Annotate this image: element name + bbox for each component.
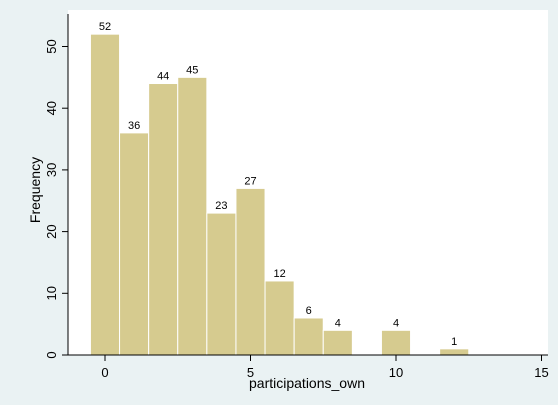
histogram-bar — [322, 329, 353, 356]
histogram-bar — [89, 33, 121, 356]
x-tick-label: 0 — [101, 365, 108, 380]
y-tick-label: 30 — [44, 163, 59, 177]
y-tick-label: 50 — [44, 39, 59, 53]
x-tick-label: 5 — [247, 365, 254, 380]
histogram-bar — [119, 132, 150, 356]
bars-group — [89, 33, 470, 356]
y-tick-label: 0 — [44, 351, 59, 358]
histogram-bar — [380, 329, 412, 356]
bar-value-label: 4 — [393, 317, 399, 329]
bar-value-label: 45 — [186, 64, 198, 76]
histogram-bar — [206, 212, 237, 356]
y-tick-label: 10 — [44, 286, 59, 300]
bar-value-label: 36 — [128, 120, 140, 132]
x-axis-label: participations_own — [249, 375, 365, 391]
histogram-bar — [439, 348, 470, 356]
histogram-bar — [148, 83, 179, 356]
bar-value-label: 23 — [215, 200, 227, 212]
bar-value-label: 52 — [99, 21, 111, 33]
x-tick-label: 10 — [389, 365, 403, 380]
histogram-bar — [177, 76, 208, 356]
bar-value-label: 4 — [335, 317, 341, 329]
histogram-bar — [293, 317, 324, 356]
x-tick-label: 15 — [534, 365, 548, 380]
histogram-bar — [264, 280, 295, 356]
y-axis-label: Frequency — [27, 157, 43, 223]
y-tick-label: 20 — [44, 224, 59, 238]
y-ticks-group: 0 10 20 30 40 50 — [44, 39, 68, 359]
y-tick-label: 40 — [44, 101, 59, 115]
x-ticks-group: 0 5 10 15 — [101, 355, 549, 380]
axes-group — [67, 14, 548, 356]
bar-value-label: 27 — [244, 175, 256, 187]
bar-value-label: 12 — [273, 268, 285, 280]
bar-value-label: 6 — [306, 305, 312, 317]
bar-value-label: 44 — [157, 71, 169, 83]
bar-value-label: 1 — [451, 336, 457, 348]
histogram-bar — [235, 187, 266, 356]
